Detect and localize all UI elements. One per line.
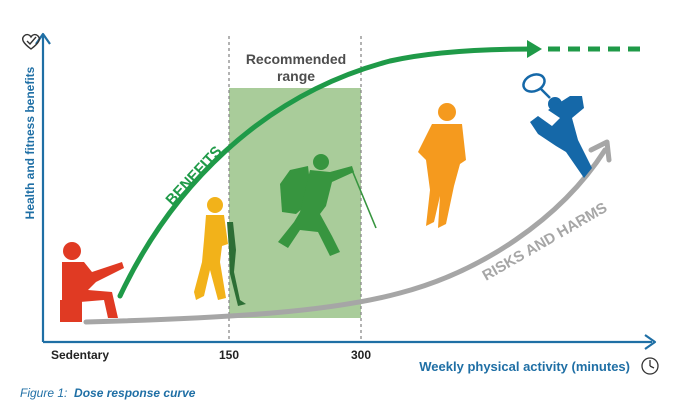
x-tick-300: 300 <box>351 348 371 362</box>
y-axis-label: Health and fitness benefits <box>23 66 37 219</box>
risks-arrowhead <box>588 139 612 163</box>
x-tick-150: 150 <box>219 348 239 362</box>
risks-label: RISKS AND HARMS <box>480 199 611 284</box>
sedentary-figure <box>60 242 124 322</box>
walker-shadow-figure <box>227 222 246 306</box>
caption-title: Dose response curve <box>74 386 196 400</box>
range-label-line2: range <box>277 68 315 84</box>
range-label-line1: Recommended <box>246 51 346 67</box>
caption-prefix: Figure 1: <box>20 386 68 400</box>
runner-figure <box>418 103 466 228</box>
tennis-player-figure <box>522 73 592 178</box>
walker-figure <box>194 197 228 300</box>
heart-check-icon <box>22 33 40 50</box>
benefits-arrowhead <box>527 40 542 58</box>
clock-icon <box>641 357 659 375</box>
x-tick-sedentary: Sedentary <box>51 348 109 362</box>
x-axis-arrow <box>644 334 657 350</box>
figure-caption: Figure 1: Dose response curve <box>20 386 195 400</box>
risks-curve <box>83 147 608 325</box>
benefits-curve <box>117 46 536 299</box>
x-axis-label: Weekly physical activity (minutes) <box>419 359 630 374</box>
hiker-figure <box>278 154 377 256</box>
